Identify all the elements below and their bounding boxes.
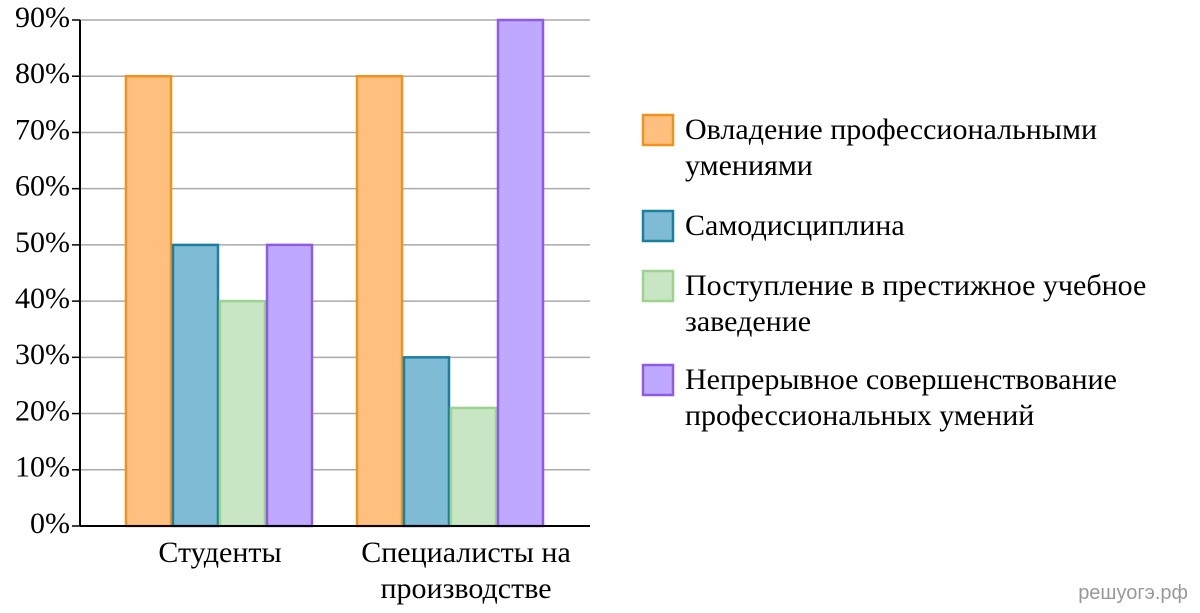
y-tick-label: 30% — [15, 338, 70, 371]
x-tick-label: Студенты — [158, 536, 282, 569]
bar — [171, 243, 220, 528]
legend-swatch — [641, 363, 675, 397]
y-tick-label: 10% — [15, 451, 70, 484]
y-tick-label: 50% — [15, 226, 70, 259]
y-tick-label: 60% — [15, 170, 70, 203]
legend-label: Овладение профессиональными умениями — [685, 113, 1098, 182]
legend-label: Непрерывное совершенствование профессион… — [685, 363, 1117, 432]
bar — [355, 74, 404, 528]
x-tick-label: Специалисты на производстве — [361, 536, 571, 605]
legend-swatch — [641, 113, 675, 147]
bar — [402, 356, 451, 528]
bar — [124, 74, 173, 528]
y-tick-label: 70% — [15, 113, 70, 146]
bar — [265, 243, 314, 528]
y-tick-label: 20% — [15, 394, 70, 427]
watermark: решуогэ.рф — [1078, 582, 1188, 604]
bar — [496, 18, 545, 528]
legend-swatch — [641, 209, 675, 243]
y-tick-label: 40% — [15, 282, 70, 315]
legend-label: Самодисциплина — [685, 209, 905, 242]
legend-label: Поступление в престижное учебное заведен… — [685, 269, 1147, 338]
y-tick-label: 0% — [30, 507, 70, 540]
legend-swatch — [641, 269, 675, 303]
y-tick-label: 90% — [15, 1, 70, 34]
y-tick-label: 80% — [15, 57, 70, 90]
bar — [449, 406, 498, 528]
bar — [218, 299, 267, 528]
